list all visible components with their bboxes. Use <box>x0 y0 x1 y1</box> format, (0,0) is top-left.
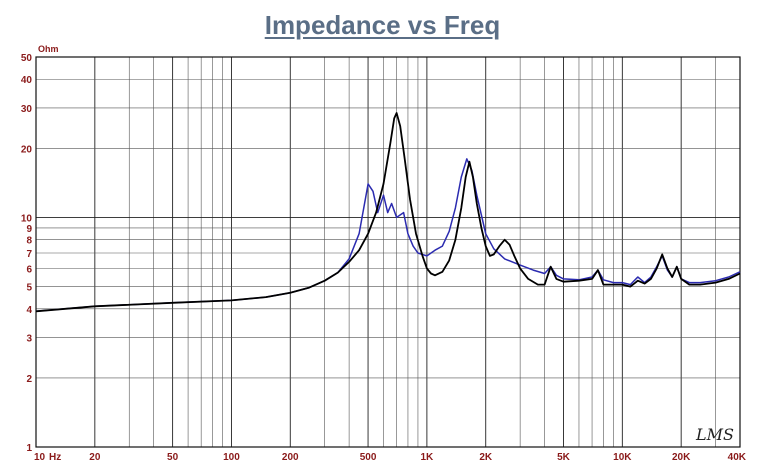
x-tick-label: 1K <box>420 452 434 463</box>
grid-layer <box>35 56 741 448</box>
y-tick-label: 9 <box>26 224 32 235</box>
impedance-series-line-1 <box>35 158 741 313</box>
y-tick-label: 5 <box>26 283 32 294</box>
y-tick-label: 3 <box>26 333 32 344</box>
y-tick-label: 10 <box>21 213 33 224</box>
lms-watermark: LMS <box>695 425 734 444</box>
y-tick-label: 1 <box>26 443 32 454</box>
y-tick-label: 40 <box>21 75 33 86</box>
x-tick-label: 40K <box>728 452 747 463</box>
y-tick-label: 20 <box>21 144 33 155</box>
y-tick-label: 30 <box>21 104 33 115</box>
x-tick-label: 10 <box>34 452 46 463</box>
impedance-series-line-2 <box>35 112 741 313</box>
x-tick-label: 10K <box>613 452 632 463</box>
x-tick-label: 500 <box>360 452 377 463</box>
y-tick-label: 6 <box>26 264 32 275</box>
y-tick-label: 4 <box>26 305 32 316</box>
x-axis-unit-label: Hz <box>49 452 61 463</box>
plot-frame <box>35 56 741 448</box>
x-tick-label: 2K <box>479 452 493 463</box>
x-axis-ticks: 10 20 50 100 200 500 1K 2K 5K 10K 20K 40K <box>34 452 747 463</box>
x-tick-label: 20K <box>672 452 691 463</box>
x-tick-label: 5K <box>557 452 571 463</box>
x-tick-label: 20 <box>89 452 101 463</box>
y-tick-label: 50 <box>21 53 33 64</box>
y-tick-label: 7 <box>26 249 32 260</box>
y-axis-unit-label: Ohm <box>38 44 59 54</box>
x-tick-label: 200 <box>282 452 299 463</box>
y-tick-label: 2 <box>26 374 32 385</box>
y-tick-label: 8 <box>26 236 32 247</box>
chart-title: Impedance vs Freq <box>264 10 501 40</box>
series-layer <box>35 112 741 313</box>
x-tick-label: 50 <box>167 452 179 463</box>
x-tick-label: 100 <box>223 452 240 463</box>
